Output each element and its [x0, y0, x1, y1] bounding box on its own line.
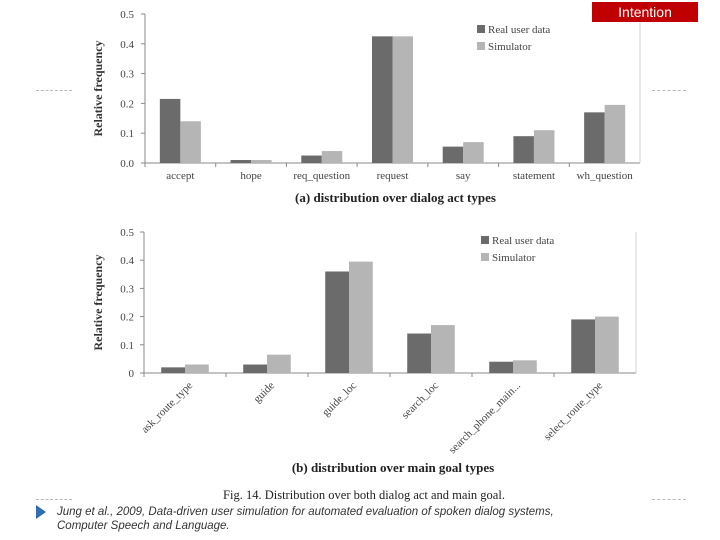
chart-a-bar-real [371, 36, 393, 163]
chart-a-legend-box [475, 27, 580, 61]
chart-a-y-tick-label: 0.5 [120, 9, 134, 21]
chart-a-legend-label: Real user data [488, 24, 550, 36]
chart-b-bar-sim [267, 354, 291, 373]
chart-b-category-label: guide [251, 380, 277, 406]
chart-b-title: (b) distribution over main goal types [292, 460, 494, 475]
chart-a-legend-swatch [477, 25, 485, 33]
chart-b-y-tick-label: 0.5 [120, 227, 134, 239]
chart-a-bar-real [159, 98, 181, 163]
citation-line-2: Computer Speech and Language. [57, 520, 230, 532]
chart-a-bar-sim [251, 160, 272, 163]
chart-a-bar-sim [533, 130, 555, 163]
chart-a-y-tick-label: 0.4 [120, 39, 134, 51]
chart-b-y-tick-label: 0 [129, 368, 135, 380]
chart-b-bar-sim [349, 261, 373, 373]
chart-b-legend-label: Real user data [492, 235, 554, 247]
chart-a-category-label: say [456, 170, 471, 182]
chart-b-bar-sim [513, 360, 537, 373]
chart-b-bar-real [161, 367, 185, 373]
chart-a-y-tick-label: 0.2 [120, 98, 134, 110]
chart-b-legend-box [473, 236, 570, 274]
chart-b-legend-swatch [481, 253, 489, 261]
chart-a-category-label: accept [166, 170, 194, 182]
bullet-arrow-icon [36, 505, 46, 519]
chart-a-y-tick-label: 0.0 [120, 158, 134, 170]
chart-b-bar-sim [185, 364, 209, 373]
chart-a-category-label: request [377, 170, 409, 182]
chart-b-category-label: ask_route_type [139, 380, 195, 436]
chart-b-bar-real [489, 361, 513, 373]
chart-a-bar-sim [180, 121, 201, 163]
chart-b-bar-sim [431, 325, 455, 373]
chart-b-category-label: guide_loc [320, 380, 359, 419]
chart-a-category-label: hope [240, 170, 262, 182]
chart-b-bar-real [325, 271, 349, 373]
chart-b-y-axis-label: Relative frequency [91, 254, 105, 350]
figure-caption: Fig. 14. Distribution over both dialog a… [223, 488, 505, 502]
chart-a-category-label: req_question [293, 170, 350, 182]
chart-b-category-label: select_route_type [542, 380, 605, 443]
citation-line-1: Jung et al., 2009, Data-driven user simu… [57, 506, 554, 518]
chart-a-bar-real [301, 155, 322, 163]
chart-a-bar-sim [392, 36, 414, 163]
chart-a-legend-swatch [477, 42, 485, 50]
chart-b-y-tick-label: 0.1 [120, 340, 134, 352]
chart-a-bar-sim [604, 104, 626, 163]
chart-b-category-label: search_phone_main... [447, 379, 524, 456]
chart-a-bar-sim [463, 142, 484, 163]
chart-b-y-tick-label: 0.4 [120, 255, 134, 267]
chart-b-bar-real [243, 364, 267, 373]
chart-b-legend-label: Simulator [492, 252, 536, 264]
chart-b-y-tick-label: 0.2 [120, 312, 134, 324]
slide-dash-right-bottom [652, 499, 686, 500]
citation-text: Jung et al., 2009, Data-driven user simu… [57, 505, 617, 533]
chart-b-legend-swatch [481, 236, 489, 244]
chart-b-category-label: search_loc [399, 380, 441, 422]
chart-b-y-tick-label: 0.3 [120, 283, 134, 295]
chart-a-bar-real [230, 160, 252, 163]
chart-a-title: (a) distribution over dialog act types [295, 190, 496, 205]
chart-a-legend-label: Simulator [488, 41, 532, 53]
slide-dash-left-bottom [36, 499, 72, 500]
intention-badge: Intention [592, 2, 698, 22]
chart-a-bar-sim [321, 151, 343, 163]
chart-a-bar-real [584, 112, 605, 163]
chart-a-bar-real [513, 136, 534, 163]
chart-b-bar-sim [595, 316, 619, 373]
chart-b-bar-real [571, 319, 595, 373]
chart-a-y-tick-label: 0.1 [120, 128, 134, 140]
chart-a-category-label: statement [513, 170, 555, 182]
chart-a-category-label: wh_question [577, 170, 634, 182]
chart-a-bar-real [442, 146, 464, 163]
chart-a-y-axis-label: Relative frequency [91, 40, 105, 136]
slide-dash-left-top [36, 90, 72, 91]
chart-a-y-tick-label: 0.3 [120, 69, 134, 81]
chart-b-bar-real [407, 333, 431, 373]
slide-dash-right-top [652, 90, 686, 91]
